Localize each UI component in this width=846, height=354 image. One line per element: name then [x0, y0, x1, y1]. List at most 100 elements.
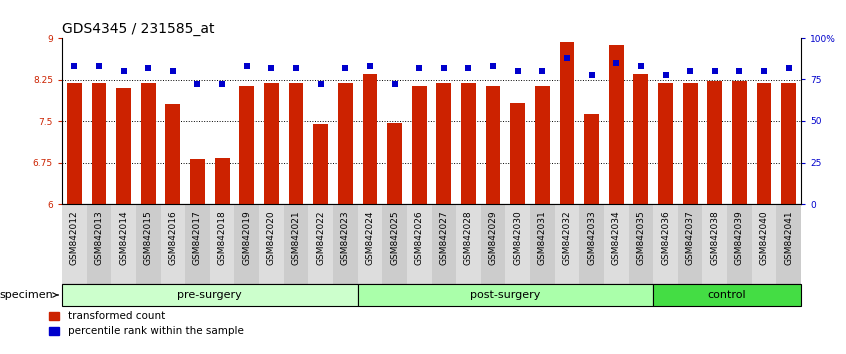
- Bar: [535, 86, 550, 204]
- Text: GSM842019: GSM842019: [242, 210, 251, 265]
- Bar: [62, 204, 86, 284]
- Point: [733, 68, 746, 74]
- Text: GSM842036: GSM842036: [661, 210, 670, 265]
- Bar: [166, 104, 180, 204]
- Bar: [412, 86, 426, 204]
- Bar: [683, 83, 698, 204]
- Point: [585, 72, 598, 78]
- Point: [68, 63, 81, 69]
- Text: GSM842018: GSM842018: [217, 210, 227, 265]
- Bar: [62, 285, 358, 306]
- Point: [141, 65, 155, 71]
- Point: [92, 63, 106, 69]
- Point: [190, 82, 204, 87]
- Bar: [486, 86, 501, 204]
- Bar: [658, 83, 673, 204]
- Point: [511, 68, 525, 74]
- Bar: [727, 204, 752, 284]
- Text: GSM842020: GSM842020: [266, 210, 276, 265]
- Bar: [185, 204, 210, 284]
- Text: post-surgery: post-surgery: [470, 290, 541, 300]
- Point: [437, 65, 451, 71]
- Text: GSM842041: GSM842041: [784, 210, 794, 265]
- Text: GSM842030: GSM842030: [514, 210, 522, 265]
- Bar: [732, 81, 747, 204]
- Bar: [215, 158, 229, 204]
- Bar: [363, 74, 377, 204]
- Bar: [259, 204, 283, 284]
- Bar: [678, 204, 702, 284]
- Bar: [609, 45, 624, 204]
- Point: [412, 65, 426, 71]
- Point: [659, 72, 673, 78]
- Bar: [580, 204, 604, 284]
- Bar: [338, 83, 353, 204]
- Point: [536, 68, 549, 74]
- Text: GSM842016: GSM842016: [168, 210, 178, 265]
- Bar: [210, 204, 234, 284]
- Bar: [91, 84, 107, 204]
- Point: [609, 60, 623, 66]
- Point: [684, 68, 697, 74]
- Text: GSM842035: GSM842035: [636, 210, 645, 265]
- Point: [314, 82, 327, 87]
- Point: [117, 68, 130, 74]
- Bar: [333, 204, 358, 284]
- Point: [757, 68, 771, 74]
- Text: GSM842023: GSM842023: [341, 210, 349, 265]
- Bar: [308, 204, 333, 284]
- Point: [782, 65, 795, 71]
- Bar: [264, 83, 279, 204]
- Point: [289, 65, 303, 71]
- Bar: [585, 114, 599, 204]
- Text: GSM842038: GSM842038: [711, 210, 719, 265]
- Bar: [702, 204, 727, 284]
- Text: GSM842031: GSM842031: [538, 210, 547, 265]
- Text: GSM842027: GSM842027: [439, 210, 448, 265]
- Point: [240, 63, 254, 69]
- Bar: [431, 204, 456, 284]
- Bar: [752, 204, 777, 284]
- Point: [560, 55, 574, 61]
- Point: [166, 68, 179, 74]
- Bar: [559, 42, 574, 204]
- Bar: [288, 83, 304, 204]
- Bar: [461, 84, 475, 204]
- Bar: [407, 204, 431, 284]
- Bar: [456, 204, 481, 284]
- Bar: [481, 204, 505, 284]
- Bar: [140, 83, 156, 204]
- Point: [486, 63, 500, 69]
- Text: pre-surgery: pre-surgery: [178, 290, 242, 300]
- Point: [462, 65, 475, 71]
- Bar: [437, 83, 451, 204]
- Text: GSM842033: GSM842033: [587, 210, 596, 265]
- Point: [634, 63, 648, 69]
- Bar: [190, 159, 205, 204]
- Bar: [510, 103, 525, 204]
- Legend: transformed count, percentile rank within the sample: transformed count, percentile rank withi…: [49, 311, 244, 336]
- Bar: [629, 204, 653, 284]
- Bar: [634, 74, 648, 204]
- Bar: [777, 204, 801, 284]
- Text: GSM842024: GSM842024: [365, 210, 375, 265]
- Bar: [555, 204, 580, 284]
- Bar: [239, 86, 254, 204]
- Text: GSM842034: GSM842034: [612, 210, 621, 265]
- Text: GSM842012: GSM842012: [70, 210, 79, 265]
- Point: [363, 63, 376, 69]
- Text: GSM842025: GSM842025: [390, 210, 399, 265]
- Bar: [283, 204, 308, 284]
- Text: GSM842014: GSM842014: [119, 210, 128, 265]
- Bar: [505, 204, 530, 284]
- Bar: [116, 88, 131, 204]
- Bar: [136, 204, 161, 284]
- Text: GSM842037: GSM842037: [685, 210, 695, 265]
- Text: GDS4345 / 231585_at: GDS4345 / 231585_at: [62, 22, 215, 36]
- Bar: [707, 81, 722, 204]
- Bar: [382, 204, 407, 284]
- Bar: [604, 204, 629, 284]
- Text: specimen: specimen: [0, 290, 52, 300]
- Bar: [86, 204, 112, 284]
- Bar: [756, 84, 772, 204]
